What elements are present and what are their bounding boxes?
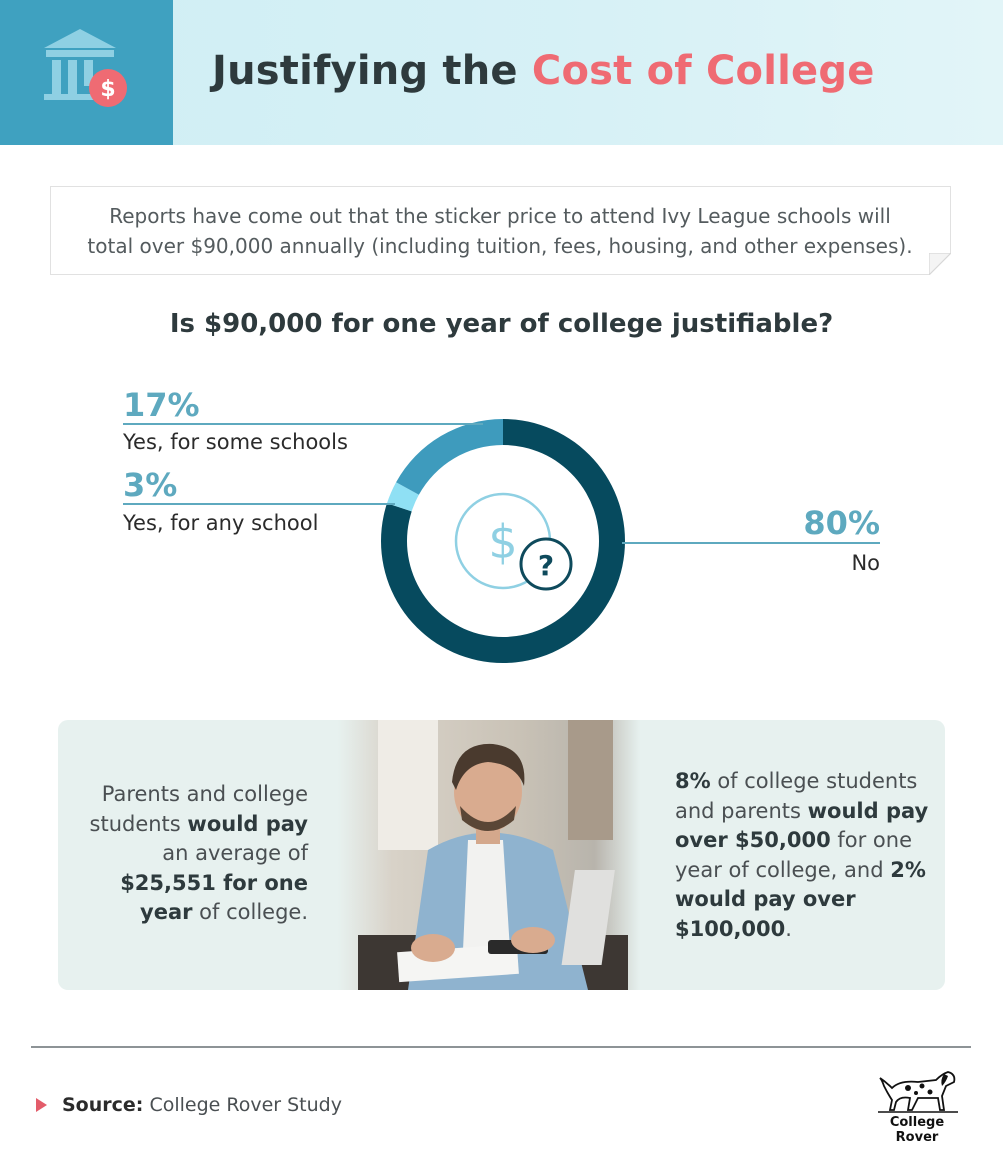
title-accent: Cost of College bbox=[531, 48, 875, 94]
right-bold-2: would pay bbox=[807, 798, 929, 823]
slice-label-no: No bbox=[851, 551, 880, 575]
svg-text:?: ? bbox=[538, 549, 554, 582]
right-bold-6: $100,000 bbox=[675, 916, 786, 941]
slice-pct-some: 17% bbox=[123, 386, 200, 424]
chart-title: Is $90,000 for one year of college justi… bbox=[169, 309, 834, 339]
intro-text: Reports have come out that the sticker p… bbox=[60, 201, 940, 261]
right-text-2: and parents bbox=[675, 798, 808, 823]
footer-divider bbox=[31, 1046, 971, 1048]
svg-text:$: $ bbox=[100, 77, 115, 102]
left-bold-3: year bbox=[140, 900, 193, 924]
title-plain: Justifying the bbox=[212, 48, 518, 94]
left-bold-2: $25,551 for one bbox=[120, 870, 308, 895]
slice-pct-any: 3% bbox=[123, 466, 178, 504]
question-mark-icon bbox=[519, 537, 573, 591]
dollar-sign-icon: $ bbox=[488, 515, 517, 569]
brand-name: College Rover bbox=[889, 1115, 945, 1145]
source-label: Source: bbox=[62, 1094, 144, 1116]
header-icon-box: $ bbox=[0, 0, 173, 145]
intro-box bbox=[50, 186, 951, 275]
source-line: Source: College Rover Study bbox=[62, 1094, 342, 1116]
page-fold-icon bbox=[929, 253, 951, 275]
donut-chart: $ ? bbox=[380, 419, 626, 663]
man-calculating-bills-photo bbox=[338, 720, 640, 990]
right-text-5: . bbox=[785, 916, 792, 941]
left-text-1: Parents and college bbox=[101, 782, 308, 806]
source-arrow-icon bbox=[36, 1098, 47, 1112]
slice-label-some: Yes, for some schools bbox=[123, 430, 348, 454]
intro-line-2: total over $90,000 annually (including t… bbox=[87, 234, 913, 258]
left-text-3: an average of bbox=[162, 841, 308, 865]
bank-dollar-icon: $ bbox=[44, 29, 127, 107]
dog-logo-icon bbox=[878, 1071, 958, 1113]
right-text-3: for one bbox=[830, 828, 912, 852]
leader-line-some bbox=[123, 423, 483, 425]
right-bold-1: 8% bbox=[675, 769, 711, 793]
left-bold-1: would pay bbox=[187, 811, 308, 836]
source-text: College Rover Study bbox=[149, 1094, 342, 1116]
slice-label-any: Yes, for any school bbox=[123, 511, 319, 535]
right-bold-5: would pay over bbox=[675, 887, 856, 911]
right-text-1: of college students bbox=[710, 769, 918, 793]
left-text-4: of college. bbox=[192, 900, 308, 924]
intro-line-1: Reports have come out that the sticker p… bbox=[109, 204, 891, 228]
leader-line-any bbox=[123, 503, 395, 505]
right-bold-4: 2% bbox=[890, 857, 926, 882]
panel-right-text: 8% of college students and parents would… bbox=[675, 767, 935, 944]
right-bold-3: over $50,000 bbox=[675, 828, 831, 852]
left-text-2: students bbox=[89, 811, 188, 836]
leader-line-no bbox=[622, 542, 880, 544]
donut-slice-yes-for-some-schools bbox=[396, 419, 503, 495]
slice-pct-no: 80% bbox=[803, 504, 880, 542]
page-title: Justifying the Cost of College bbox=[212, 48, 875, 94]
panel-left-text: Parents and college students would pay a… bbox=[62, 780, 308, 928]
right-text-4: year of college, and bbox=[675, 857, 891, 882]
